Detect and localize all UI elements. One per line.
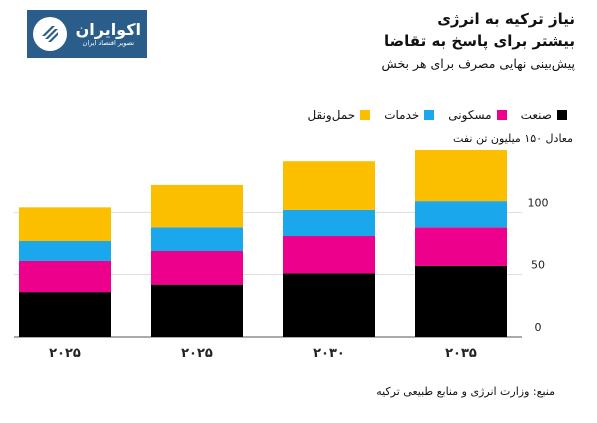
bar-segment-transport bbox=[415, 150, 507, 202]
x-category-label: ۲۰۲۵ bbox=[49, 346, 81, 361]
legend-label-industry: صنعت bbox=[520, 108, 552, 122]
legend-swatch-industry bbox=[557, 110, 567, 120]
bar-segment-transport bbox=[19, 207, 111, 242]
logo-mark-icon bbox=[33, 17, 67, 51]
bar-segment-residential bbox=[415, 227, 507, 266]
bar-segment-transport bbox=[283, 161, 375, 210]
legend-item-industry: صنعت bbox=[521, 108, 567, 122]
legend-item-transport: حمل‌ونقل bbox=[307, 108, 371, 122]
bar-segment-industry bbox=[283, 273, 375, 337]
logo-stripes-icon bbox=[42, 26, 58, 42]
logo-text: اکوایران تصویر اقتصاد ایران bbox=[75, 19, 141, 48]
logo-name: اکوایران bbox=[75, 19, 141, 39]
brand-logo: اکوایران تصویر اقتصاد ایران bbox=[27, 10, 147, 58]
legend-label-residential: مسکونی bbox=[448, 108, 492, 122]
legend-swatch-services bbox=[424, 110, 435, 120]
bar-segment-residential bbox=[151, 250, 243, 285]
bar-segment-services bbox=[151, 227, 243, 251]
x-category-label: ۲۰۲۵ bbox=[181, 346, 213, 361]
bar-segment-transport bbox=[151, 184, 243, 228]
legend-item-residential: مسکونی bbox=[448, 108, 507, 122]
bar-segment-residential bbox=[19, 260, 111, 293]
y-tick-label: 100 bbox=[528, 196, 549, 209]
bar-segment-industry bbox=[151, 284, 243, 337]
legend-label-transport: حمل‌ونقل bbox=[307, 108, 356, 122]
chart-header: نیاز ترکیه به انرژی بیشتر برای پاسخ به ت… bbox=[382, 8, 575, 74]
bar-segment-industry bbox=[19, 292, 111, 337]
x-category-label: ۲۰۳۵ bbox=[445, 346, 477, 361]
legend-swatch-residential bbox=[496, 110, 507, 120]
y-tick-label: 50 bbox=[531, 259, 545, 272]
bar-segment-residential bbox=[283, 236, 375, 274]
source-note: منبع: وزارت انرژی و منابع طبیعی ترکیه bbox=[376, 385, 555, 398]
chart-subtitle: پیش‌بینی نهایی مصرف برای هر بخش bbox=[381, 56, 575, 71]
x-category-label: ۲۰۳۰ bbox=[313, 346, 345, 361]
bar-segment-services bbox=[415, 201, 507, 228]
chart-title-line2: بیشتر برای پاسخ به تقاضا bbox=[384, 32, 575, 50]
unit-label: معادل ۱۵۰ میلیون تن نفت bbox=[453, 132, 573, 145]
chart-title-line1: نیاز ترکیه به انرژی bbox=[437, 10, 575, 28]
bar-segment-services bbox=[283, 209, 375, 237]
logo-tagline: تصویر اقتصاد ایران bbox=[82, 38, 135, 47]
legend-swatch-transport bbox=[360, 110, 371, 120]
legend-label-services: خدمات bbox=[384, 108, 420, 122]
legend-item-services: خدمات bbox=[384, 108, 435, 122]
bar-segment-services bbox=[19, 241, 111, 261]
bar-segment-industry bbox=[415, 265, 507, 337]
y-tick-label: 0 bbox=[535, 321, 542, 334]
chart-legend: صنعت مسکونی خدمات حمل‌ونقل bbox=[307, 108, 567, 122]
